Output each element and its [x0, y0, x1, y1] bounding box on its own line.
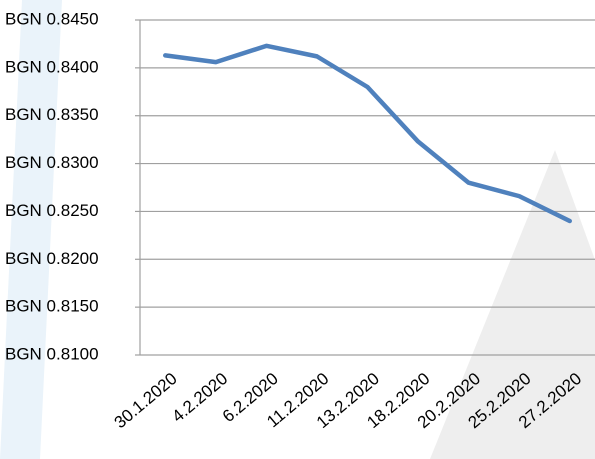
- x-tick-label: 30.1.2020: [111, 369, 181, 432]
- y-tick-label: BGN 0.8250: [5, 201, 99, 220]
- y-tick-label: BGN 0.8100: [5, 344, 99, 363]
- watermark-band: [0, 0, 62, 459]
- watermark-triangle: [430, 150, 595, 459]
- data-line: [163, 43, 572, 224]
- y-tick-label: BGN 0.8450: [5, 9, 99, 28]
- x-tick-label: 4.2.2020: [168, 369, 231, 426]
- y-tick-label: BGN 0.8200: [5, 249, 99, 268]
- y-tick-label: BGN 0.8350: [5, 105, 99, 124]
- y-tick-label: BGN 0.8400: [5, 57, 99, 76]
- y-tick-label: BGN 0.8300: [5, 153, 99, 172]
- y-tick-label: BGN 0.8150: [5, 297, 99, 316]
